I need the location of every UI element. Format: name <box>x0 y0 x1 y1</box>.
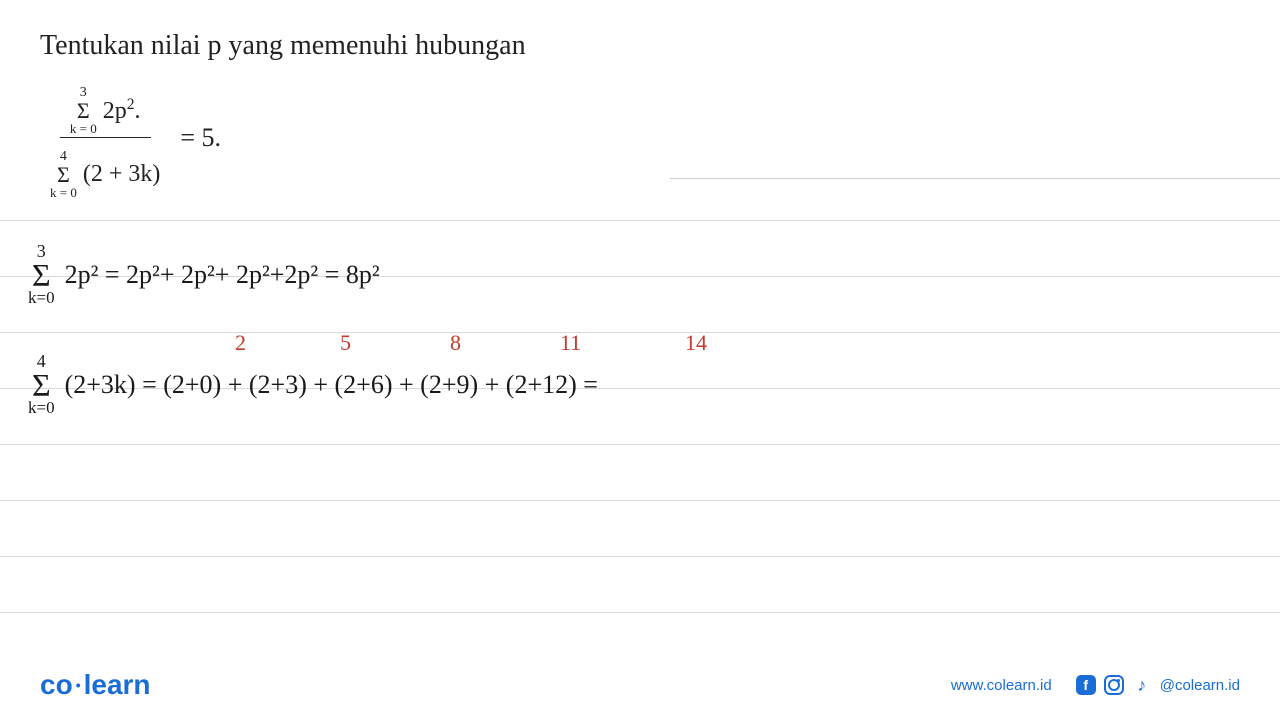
rule-line <box>0 556 1280 557</box>
hw-expr-1: 2p² = 2p²+ 2p²+ 2p²+2p² = 8p² <box>65 260 380 290</box>
rule-line <box>0 444 1280 445</box>
hw-sigma-2: 4 Σ k=0 <box>28 353 55 417</box>
logo-learn: learn <box>84 669 151 700</box>
logo: co•learn <box>40 669 151 701</box>
social-links: f ♪ @colearn.id <box>1076 675 1240 695</box>
rule-line <box>0 220 1280 221</box>
footer-right: www.colearn.id f ♪ @colearn.id <box>951 675 1240 695</box>
instagram-icon[interactable] <box>1104 675 1124 695</box>
footer: co•learn www.colearn.id f ♪ @colearn.id <box>0 650 1280 720</box>
sigma-lower: k = 0 <box>50 186 77 199</box>
hw-expr-2: (2+3k) = (2+0) + (2+3) + (2+6) + (2+9) +… <box>65 370 598 400</box>
facebook-icon[interactable]: f <box>1076 675 1096 695</box>
equation-rhs: = 5. <box>180 123 221 153</box>
top-divider <box>670 178 1280 179</box>
numerator: 3 Σ k = 0 2p2. <box>60 74 151 138</box>
rule-line <box>0 332 1280 333</box>
website-link[interactable]: www.colearn.id <box>951 677 1052 694</box>
sigma-symbol: Σ <box>57 164 70 186</box>
handwritten-line-2: 4 Σ k=0 (2+3k) = (2+0) + (2+3) + (2+6) +… <box>28 353 598 417</box>
sigma-lower: k = 0 <box>70 122 97 135</box>
sigma-numerator: 3 Σ k = 0 <box>70 86 97 135</box>
social-handle: @colearn.id <box>1160 677 1240 694</box>
logo-co: co <box>40 669 73 700</box>
hw-annotation-5: 14 <box>685 330 707 356</box>
problem-title: Tentukan nilai p yang memenuhi hubungan <box>40 30 1240 62</box>
hw-sigma-1: 3 Σ k=0 <box>28 243 55 307</box>
problem-equation: 3 Σ k = 0 2p2. 4 Σ k = 0 (2 + 3 <box>40 74 1240 201</box>
rule-line <box>0 612 1280 613</box>
rule-line <box>0 500 1280 501</box>
logo-dot: • <box>76 677 81 693</box>
denominator: 4 Σ k = 0 (2 + 3k) <box>40 138 170 201</box>
sigma-denominator: 4 Σ k = 0 <box>50 150 77 199</box>
handwritten-line-1: 3 Σ k=0 2p² = 2p²+ 2p²+ 2p²+2p² = 8p² <box>28 243 380 307</box>
fraction: 3 Σ k = 0 2p2. 4 Σ k = 0 (2 + 3 <box>40 74 170 201</box>
sigma-symbol: Σ <box>77 100 90 122</box>
denominator-term: (2 + 3k) <box>83 161 161 188</box>
tiktok-icon[interactable]: ♪ <box>1132 675 1152 695</box>
numerator-term: 2p2. <box>103 96 141 125</box>
